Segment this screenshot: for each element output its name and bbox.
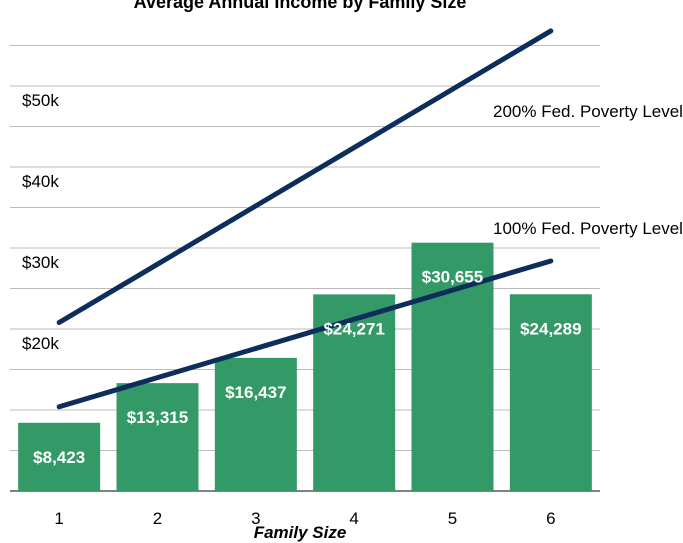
y-tick-label: $20k — [22, 334, 59, 353]
y-tick-label: $50k — [22, 91, 59, 110]
bar — [18, 422, 101, 491]
chart-title: Average Annual Income by Family Size — [134, 0, 467, 12]
data-label: $24,289 — [520, 319, 581, 338]
x-tick-label: 5 — [448, 509, 457, 528]
line — [56, 28, 554, 326]
x-tick-label: 1 — [54, 509, 63, 528]
line-annotation: 100% Fed. Poverty Level — [493, 219, 683, 238]
x-axis-title: Family Size — [254, 523, 347, 542]
y-tick-label: $40k — [22, 172, 59, 191]
x-tick-label: 4 — [349, 509, 358, 528]
data-label: $16,437 — [225, 383, 286, 402]
data-label: $8,423 — [33, 448, 85, 467]
bar — [509, 294, 592, 491]
x-tick-label: 3 — [251, 509, 260, 528]
data-label: $24,271 — [323, 319, 384, 338]
x-tick-label: 2 — [153, 509, 162, 528]
line — [56, 258, 554, 410]
line-annotation: 200% Fed. Poverty Level — [493, 102, 683, 121]
data-label: $13,315 — [127, 408, 188, 427]
y-tick-label: $30k — [22, 253, 59, 272]
data-label: $30,655 — [422, 268, 483, 287]
bar — [214, 357, 297, 491]
x-tick-label: 6 — [546, 509, 555, 528]
bar — [116, 383, 199, 491]
